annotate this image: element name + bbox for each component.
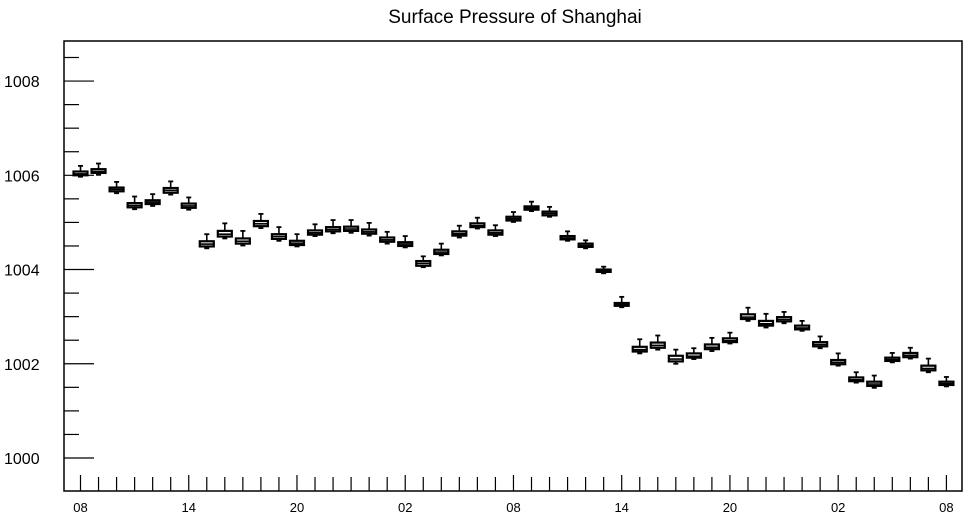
box-plot [198,233,215,250]
box-plot [523,200,540,213]
box-plot [343,219,360,234]
box-plot [920,357,937,374]
chart-title: Surface Pressure of Shanghai [388,7,642,28]
box-plot [469,216,486,230]
box-plot [487,224,504,237]
box-plot [162,180,179,196]
box-plot [288,233,306,248]
box-plot [866,374,883,389]
box-plot [577,239,594,250]
box-plot [108,180,125,195]
box-plot [559,230,576,242]
box-plot [830,352,847,367]
x-tick-label: 14 [182,500,196,515]
y-tick-label: 1006 [4,168,40,185]
y-axis: 1000 1002 1004 1006 1008 [4,56,94,468]
x-tick-label: 08 [506,500,520,515]
box-plot [595,265,612,275]
box-plot [505,211,522,223]
box-plot [938,376,955,388]
x-tick-label: 08 [73,500,87,515]
box-plot [252,213,269,229]
box-plot [685,347,702,360]
box-plot [415,255,432,269]
box-plot [541,205,558,218]
box-plot [613,295,630,309]
box-plot [902,346,919,360]
x-axis: 08 14 20 02 08 14 20 02 08 [73,475,954,515]
box-plot [144,193,161,207]
y-tick-label: 1008 [4,74,40,91]
x-tick-label: 02 [398,500,412,515]
y-tick-label: 1002 [4,357,40,374]
y-tick-label: 1000 [4,451,40,468]
x-tick-label: 02 [831,500,845,515]
box-plot [649,334,666,351]
x-tick-label: 08 [939,500,953,515]
box-plot [126,195,143,211]
x-tick-label: 20 [290,500,304,515]
box-plot [397,235,414,249]
box-series [72,162,955,389]
box-plot [234,229,251,247]
box-plot [72,164,89,178]
box-plot [775,311,793,325]
x-tick-label: 20 [723,500,737,515]
box-plot [324,219,342,235]
box-plot [631,338,648,355]
box-plot [884,352,901,364]
box-plot [812,335,829,350]
box-plot [721,331,739,345]
box-plot [848,371,865,384]
box-plot [180,196,197,211]
box-plot [216,222,233,240]
box-plot [757,312,775,329]
box-plot [667,348,684,365]
y-tick-label: 1004 [4,263,40,280]
plot-frame [63,40,963,492]
box-plot [361,221,378,237]
box-plot [379,230,396,245]
box-plot [739,306,757,322]
box-plot [90,162,107,176]
box-plot [793,319,811,332]
box-plot [451,224,468,239]
box-plot [433,242,450,257]
box-plot [270,226,288,242]
x-tick-label: 14 [614,500,628,515]
box-plot [306,223,324,237]
box-plot [703,336,721,352]
